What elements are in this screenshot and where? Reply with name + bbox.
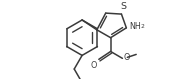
Text: O: O (123, 53, 130, 62)
Text: NH: NH (129, 22, 141, 31)
Text: O: O (90, 61, 97, 70)
Text: 2: 2 (140, 24, 144, 29)
Text: S: S (120, 2, 126, 11)
